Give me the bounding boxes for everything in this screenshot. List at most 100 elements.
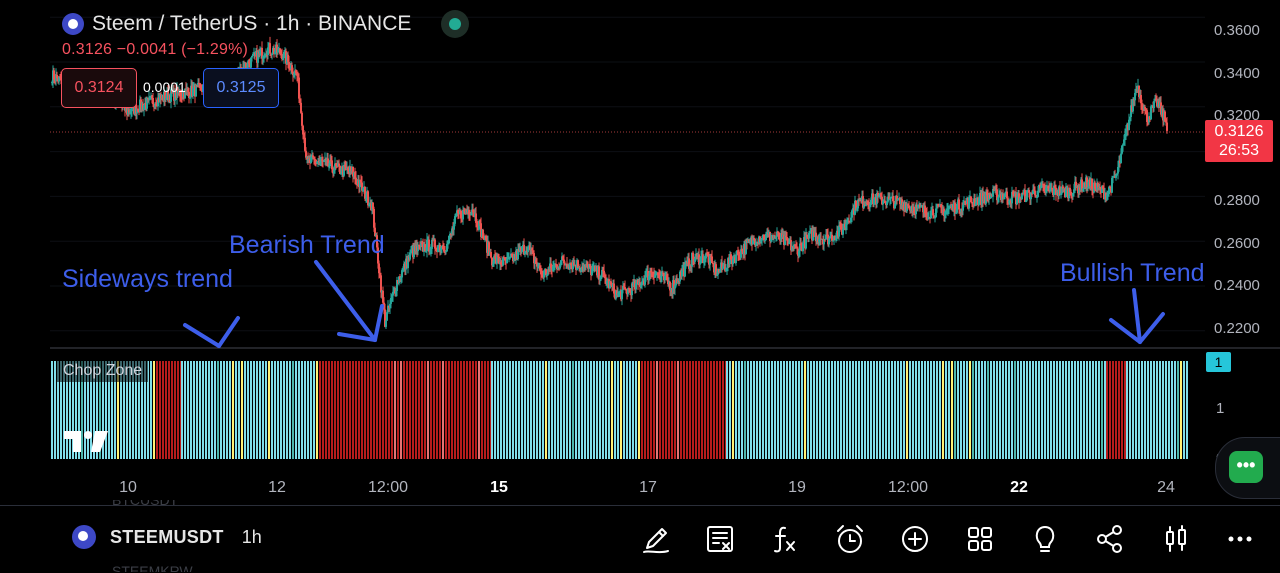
candle — [825, 229, 827, 241]
candle — [524, 250, 526, 258]
chop-zone-bar — [698, 361, 700, 459]
alarm-clock-icon[interactable] — [833, 522, 867, 556]
add-circle-icon[interactable] — [898, 522, 932, 556]
chop-zone-bar — [617, 361, 619, 459]
market-status-icon[interactable] — [441, 10, 470, 38]
candle — [448, 235, 450, 245]
candle — [563, 254, 565, 270]
indicator-title[interactable]: Chop Zone — [57, 360, 149, 382]
chop-zone-bar — [816, 361, 818, 459]
bullish-trend-annotation[interactable]: Bullish Trend — [1060, 259, 1205, 287]
candle — [1118, 155, 1120, 172]
chop-zone-bar — [313, 361, 315, 459]
chop-zone-bar — [190, 361, 192, 459]
candle — [251, 55, 253, 62]
chop-zone-bar — [220, 361, 222, 459]
candle — [1006, 187, 1008, 205]
chop-zone-bar — [1065, 361, 1067, 459]
chop-zone-bar — [232, 361, 234, 459]
buy-button[interactable]: 0.3125 — [203, 68, 279, 108]
share-icon[interactable] — [1093, 522, 1127, 556]
candle — [639, 277, 641, 292]
chop-zone-bar — [1029, 361, 1031, 459]
candle — [283, 50, 285, 64]
candle — [537, 262, 539, 272]
candle — [666, 271, 668, 282]
chop-zone-bar — [274, 361, 276, 459]
chop-zone-bar — [867, 361, 869, 459]
candles-icon[interactable] — [1159, 522, 1193, 556]
chop-zone-bar — [484, 361, 486, 459]
candle — [1086, 175, 1088, 194]
chop-zone-bar — [382, 361, 384, 459]
chop-zone-bar — [388, 361, 390, 459]
candle — [511, 253, 513, 258]
chop-zone-bar — [1086, 361, 1088, 459]
candle — [703, 254, 705, 269]
chop-zone-bar — [1074, 361, 1076, 459]
chop-zone-bar — [90, 361, 92, 459]
chop-zone-bar — [138, 361, 140, 459]
chop-zone-bar — [837, 361, 839, 459]
chop-zone-bar — [226, 361, 228, 459]
function-fx-icon[interactable] — [767, 522, 801, 556]
chop-zone-bar — [208, 361, 210, 459]
chop-zone-bar — [460, 361, 462, 459]
chop-zone-bar — [241, 361, 243, 459]
candle — [654, 270, 656, 279]
chop-zone-bar — [141, 361, 143, 459]
chop-zone-bar — [729, 361, 731, 459]
candle — [818, 233, 820, 246]
candle — [1122, 143, 1124, 152]
candle — [1053, 181, 1055, 201]
chop-zone-bar — [891, 361, 893, 459]
candle — [361, 176, 363, 197]
chop-zone-bar — [966, 361, 968, 459]
chop-zone-bar — [295, 361, 297, 459]
chop-zone-bar — [888, 361, 890, 459]
chop-zone-bar — [587, 361, 589, 459]
more-dots-icon[interactable] — [1223, 522, 1257, 556]
chop-zone-bar — [1168, 361, 1170, 459]
candle — [417, 241, 419, 256]
chop-zone-bar — [855, 361, 857, 459]
candle — [815, 226, 817, 246]
candle — [775, 235, 777, 242]
tradingview-logo-icon[interactable] — [64, 428, 110, 454]
chop-zone-bar — [623, 361, 625, 459]
chop-zone-bar — [280, 361, 282, 459]
candle — [1166, 116, 1168, 134]
idea-bulb-icon[interactable] — [1028, 522, 1062, 556]
text-note-icon[interactable] — [703, 522, 737, 556]
candle — [721, 255, 723, 273]
timeframe-label[interactable]: 1h — [241, 526, 262, 547]
chop-zone-bar — [1047, 361, 1049, 459]
chat-bubble-icon[interactable]: ••• — [1229, 451, 1263, 483]
sideways-trend-annotation[interactable]: Sideways trend — [62, 265, 233, 293]
chop-zone-bar — [433, 361, 435, 459]
candle — [545, 268, 547, 278]
candle — [622, 281, 624, 294]
bearish-trend-annotation[interactable]: Bearish Trend — [229, 231, 385, 259]
candle — [698, 248, 700, 269]
previous-symbol[interactable]: BTCUSDT — [112, 500, 179, 508]
candle — [457, 209, 459, 220]
symbol-selector[interactable]: STEEMUSDT 1h — [72, 525, 262, 549]
symbol-header[interactable]: Steem / TetherUS · 1h · BINANCE — [62, 10, 470, 38]
chop-zone-bar — [701, 361, 703, 459]
chop-zone-bar — [662, 361, 664, 459]
candle — [1033, 183, 1035, 191]
layout-grid-icon[interactable] — [963, 522, 997, 556]
chop-zone-bar — [611, 361, 613, 459]
chop-zone-bar — [879, 361, 881, 459]
candle — [347, 166, 349, 175]
sell-button[interactable]: 0.3124 — [61, 68, 137, 108]
next-symbol[interactable]: STEEMKRW — [112, 563, 193, 572]
chop-zone-bar — [993, 361, 995, 459]
chop-zone-bar — [506, 361, 508, 459]
candle — [732, 255, 734, 267]
chop-zone-bar — [545, 361, 547, 459]
pencil-draw-icon[interactable] — [639, 522, 673, 556]
chop-zone-bar — [286, 361, 288, 459]
